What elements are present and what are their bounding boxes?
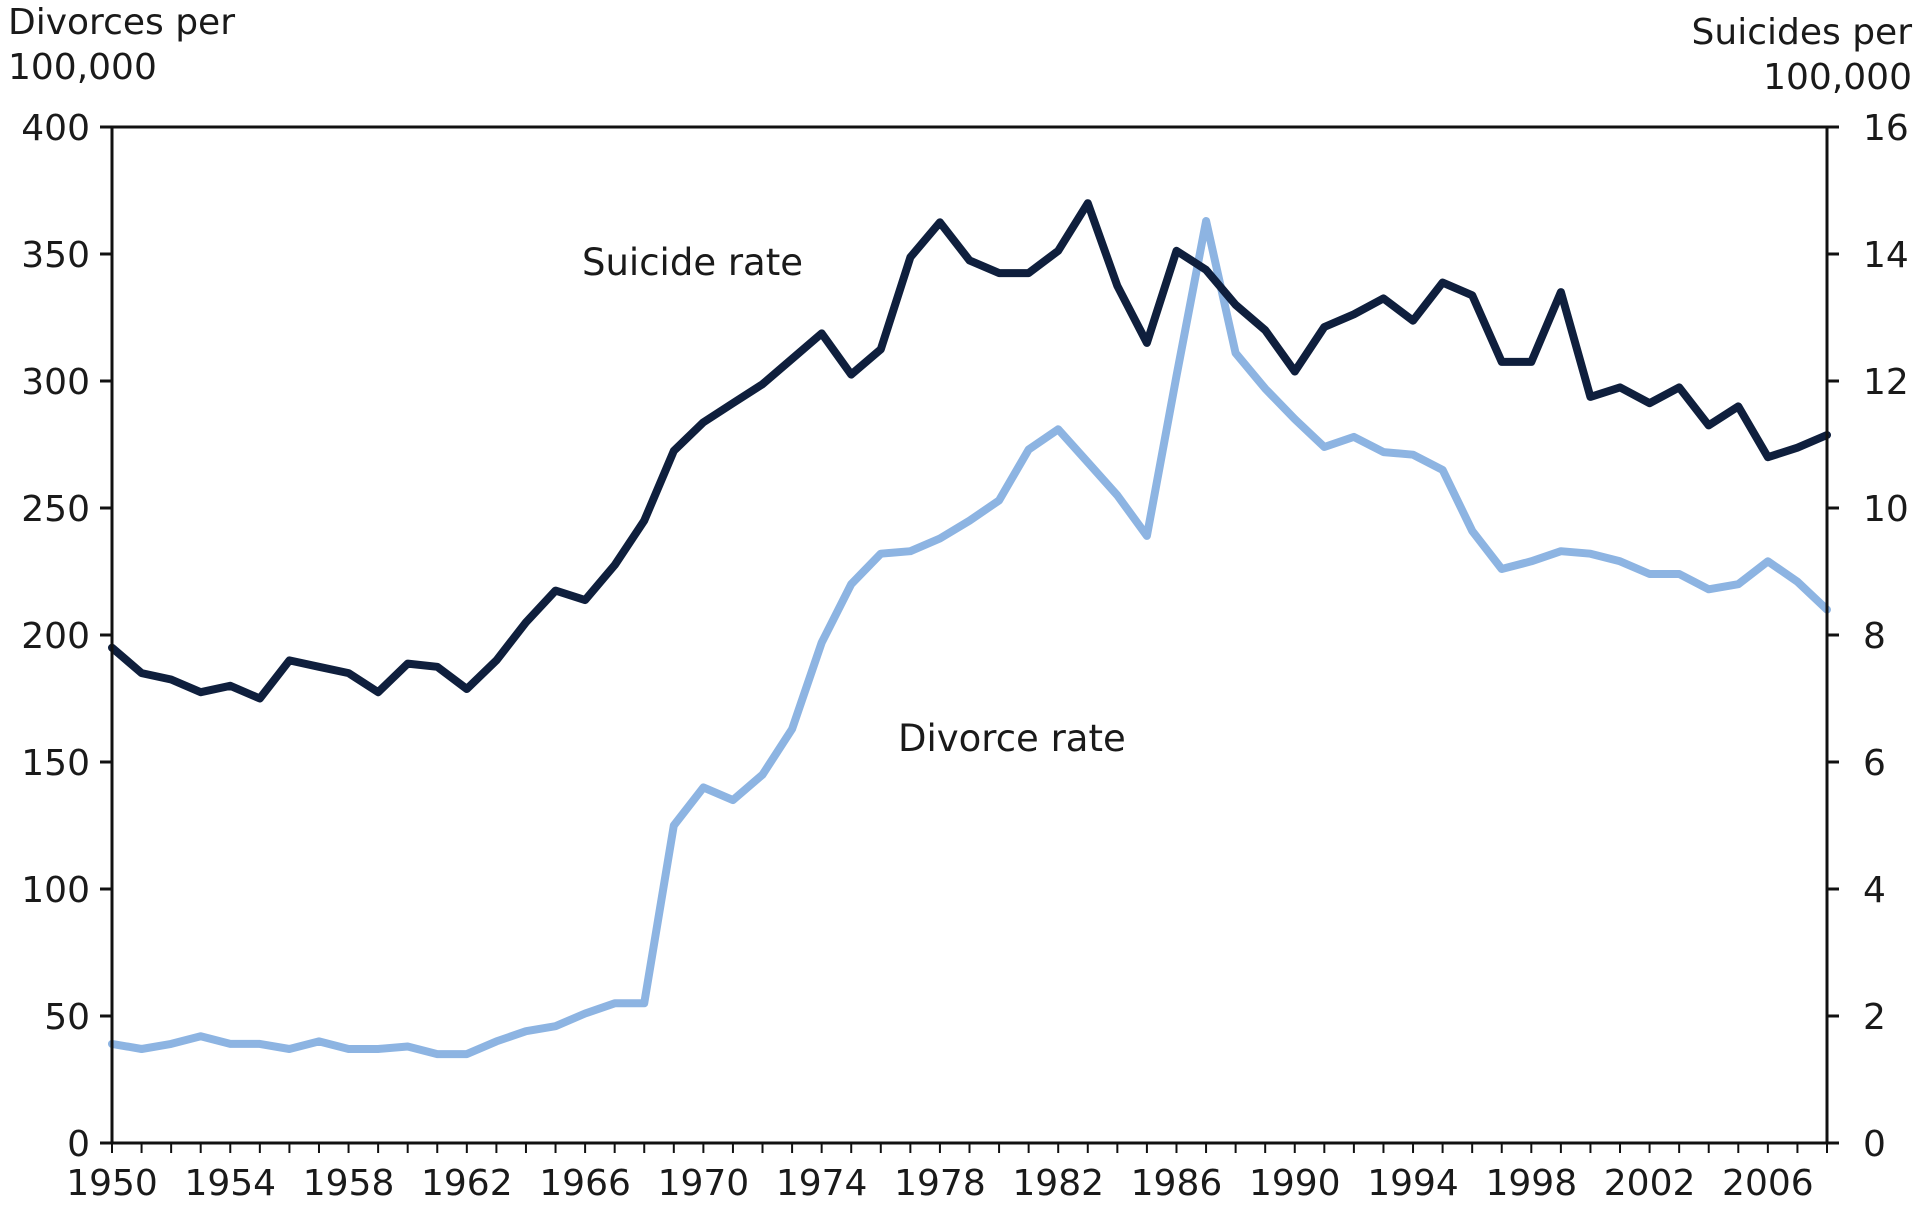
left-tick-label: 100 xyxy=(21,870,90,911)
right-tick-label: 14 xyxy=(1863,235,1909,276)
x-tick-label: 1986 xyxy=(1131,1163,1223,1204)
x-tick-label: 1958 xyxy=(303,1163,395,1204)
left-tick-label: 300 xyxy=(21,362,90,403)
right-tick-label: 2 xyxy=(1863,997,1886,1038)
x-tick-label: 1954 xyxy=(184,1163,276,1204)
divorce-rate-line xyxy=(108,217,1831,1059)
x-tick-label: 2002 xyxy=(1604,1163,1696,1204)
left-tick-label: 200 xyxy=(21,616,90,657)
left-axis-ticks: 0 50 100 150 200 250 300 350 400 xyxy=(21,108,112,1165)
right-axis-title: Suicides per xyxy=(1692,12,1913,53)
x-tick-label: 1962 xyxy=(421,1163,513,1204)
right-tick-label: 6 xyxy=(1863,743,1886,784)
left-axis-title: Divorces per xyxy=(8,2,235,43)
x-tick-label: 1998 xyxy=(1485,1163,1577,1204)
left-tick-label: 0 xyxy=(67,1124,90,1165)
x-tick-label: 1974 xyxy=(776,1163,868,1204)
x-tick-label: 1994 xyxy=(1367,1163,1459,1204)
x-tick-label: 1966 xyxy=(539,1163,631,1204)
left-tick-label: 50 xyxy=(44,997,90,1038)
right-tick-label: 10 xyxy=(1863,489,1909,530)
x-axis-ticks: 1950 1954 1958 1962 1966 1970 1974 1978 1982 1986… xyxy=(66,1143,1828,1204)
plot-area-frame xyxy=(110,125,1829,1145)
right-axis-title-line2: 100,000 xyxy=(1763,57,1912,98)
x-tick-label: 1982 xyxy=(1012,1163,1104,1204)
left-tick-label: 250 xyxy=(21,489,90,530)
suicide-rate-label: Suicide rate xyxy=(582,241,803,284)
right-tick-label: 4 xyxy=(1863,870,1886,911)
right-axis-ticks: 0 2 4 6 8 10 12 14 16 xyxy=(1827,108,1909,1165)
left-tick-label: 400 xyxy=(21,108,90,149)
left-axis-title-line2: 100,000 xyxy=(8,47,157,88)
x-tick-label: 1978 xyxy=(894,1163,986,1204)
divorce-rate-label: Divorce rate xyxy=(898,717,1126,760)
suicide-rate-line xyxy=(108,199,1831,703)
x-tick-label: 1990 xyxy=(1249,1163,1341,1204)
right-tick-label: 12 xyxy=(1863,362,1909,403)
x-tick-label: 1970 xyxy=(658,1163,750,1204)
right-tick-label: 0 xyxy=(1863,1124,1886,1165)
x-tick-label: 1950 xyxy=(66,1163,158,1204)
left-tick-label: 350 xyxy=(21,235,90,276)
left-tick-label: 150 xyxy=(21,743,90,784)
right-tick-label: 8 xyxy=(1863,616,1886,657)
x-tick-label: 2006 xyxy=(1722,1163,1814,1204)
right-tick-label: 16 xyxy=(1863,108,1909,149)
